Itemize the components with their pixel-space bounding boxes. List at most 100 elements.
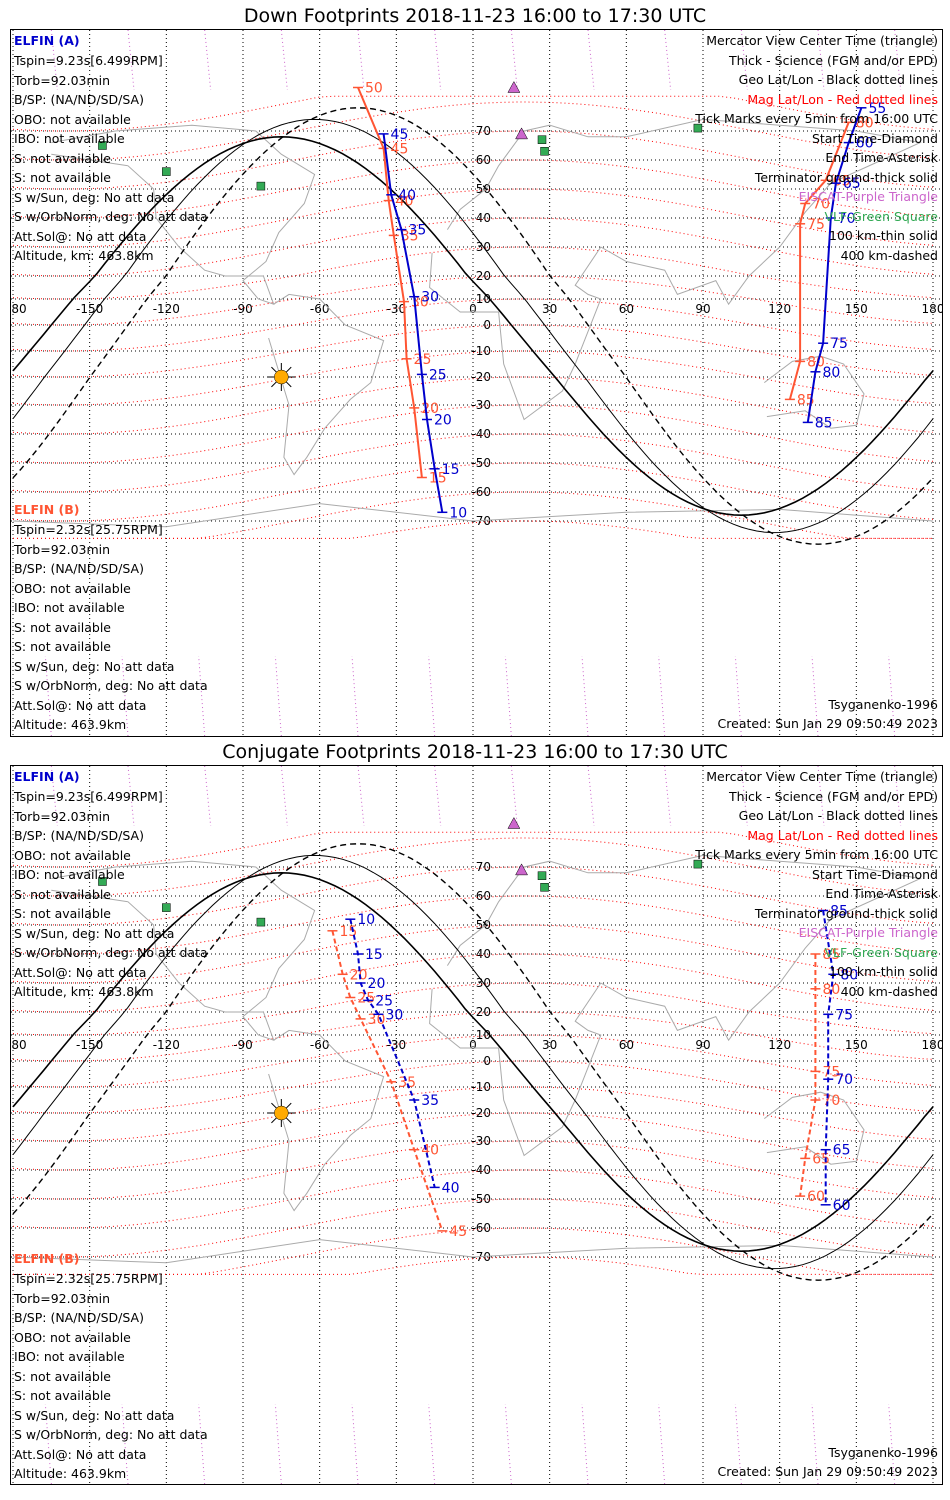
elfin-b-tick-label: 75 [822,1064,840,1080]
mag-parallel [12,953,934,1013]
mag-parallel [12,1198,934,1258]
vlf-square [98,877,107,886]
lat-tick-label: -60 [471,1221,491,1235]
vlf-square [693,123,703,133]
mag-meridian [734,1403,742,1484]
elfin-a-info-line: Torb=92.03min [14,808,111,824]
conjugate-footprints-panel: -180-150-120-90-60-300306090120150180706… [10,765,943,1485]
vlf-square [537,871,547,880]
lon-tick-label: 30 [542,1038,557,1052]
mag-parallel [12,350,934,406]
elfin-a-tick-label: 40 [442,1180,460,1196]
elfin-b-info-line: IBO: not available [14,600,125,615]
lon-tick-label: 180 [922,1038,942,1052]
mag-meridian [658,1403,666,1484]
elfin-b-info-line: Att.Sol@: No att data [14,697,147,713]
lon-tick-label: -180 [11,1038,27,1052]
elfin-a-tick-label: 65 [843,176,861,192]
mag-meridian [121,655,129,736]
elfin-b-info-line: B/SP: (NA/ND/SD/SA) [14,561,144,576]
elfin-b-tick-label: 45 [391,141,409,157]
elfin-a-tick-label: 45 [391,127,409,143]
legend-item: Terminator ground-thick solid [754,905,938,921]
mag-meridian [581,1403,589,1484]
elfin-a-info-line: S: not available [14,150,111,166]
elfin-a-info-line: Altitude, km: 463.8km [14,984,154,999]
vlf-square [537,135,547,144]
lon-tick-label: -120 [153,1038,180,1052]
legend-item: End Time-Asterisk [825,150,938,165]
elfin-b-track [357,87,423,478]
lat-tick-label: -40 [471,427,491,441]
mag-meridian [357,30,365,91]
mag-parallel [12,246,934,300]
lon-tick-label: 60 [619,1038,634,1052]
lat-tick-label: 60 [476,889,491,903]
continent-outline [763,1091,865,1165]
elfin-a-tick-label: 75 [830,336,848,352]
mag-meridian [811,1403,819,1484]
mag-parallel [12,1140,934,1200]
elfin-a-tick-label: 75 [835,1007,853,1023]
model-label: Tsyganenko-1996 [828,697,938,712]
lat-tick-label: -50 [471,1192,491,1206]
lon-tick-label: -90 [233,1038,253,1052]
mag-parallel [12,188,934,248]
mag-meridian [274,655,282,736]
sun-ray [271,1102,277,1109]
elfin-b-tick-label: 35 [401,228,419,244]
lat-tick-label: -30 [471,398,491,412]
elfin-a-track [382,133,444,513]
continent-outline [268,1029,385,1212]
elfin-b-info-line: S: not available [14,1388,111,1403]
sun-icon [274,1105,289,1121]
lat-tick-label: -10 [471,1080,491,1094]
mag-parallel [12,217,934,277]
continent-outline [429,854,922,1157]
elfin-a-info-line: Tspin=9.23s[6.499RPM] [14,789,163,804]
lat-tick-label: 0 [483,318,491,332]
elfin-a-tick-label: 20 [434,413,452,429]
elfin-b-info-line: Torb=92.03min [14,1290,111,1306]
lon-tick-label: -120 [153,302,180,316]
mag-meridian [204,30,212,91]
lat-tick-label: 70 [476,860,491,874]
lat-tick-label: 20 [476,1005,491,1019]
mag-parallel [12,982,934,1036]
elfin-b-info-line: S w/OrbNorm, deg: No att data [14,678,208,693]
continent-outline [763,355,865,429]
elfin-b-tick-label: 50 [365,81,383,97]
sun-icon [274,369,289,385]
legend-item: Terminator ground-thick solid [754,169,938,185]
mag-meridian [44,1403,52,1484]
mag-meridian [428,655,436,736]
legend-item: Geo Lat/Lon - Black dotted lines [738,72,938,87]
elfin-b-tick-label: 85 [822,947,840,963]
mag-parallel [12,376,934,435]
mag-parallel [12,1112,934,1171]
elfin-a-label: ELFIN (A) [14,769,80,784]
legend-item: Mercator View Center Time (triangle) [706,769,938,784]
vlf-square [540,147,549,156]
elfin-a-info-line: S w/Sun, deg: No att data [14,925,175,941]
elfin-b-info-line: Torb=92.03min [14,541,111,557]
continent-outline [268,293,385,476]
legend-item: 400 km-dashed [840,983,938,999]
elfin-b-tick-label: 40 [421,1143,439,1159]
mag-meridian [351,1403,359,1484]
terminator-line [12,135,934,517]
down-panel-title: Down Footprints 2018-11-23 16:00 to 17:3… [243,5,707,27]
elfin-a-info-line: S w/OrbNorm, deg: No att data [14,209,208,224]
created-label: Created: Sun Jan 29 09:50:49 2023 [717,716,938,731]
elfin-b-info-line: OBO: not available [14,580,131,596]
mag-meridian [274,1403,282,1484]
vlf-square [693,859,703,869]
elfin-a-info-line: Att.Sol@: No att data [14,964,147,980]
mag-meridian [734,655,742,736]
elfin-a-info-line: S: not available [14,906,111,921]
legend-item: Mag Lat/Lon - Red dotted lines [747,827,938,843]
mag-meridian [888,1403,896,1484]
elfin-b-info-line: S: not available [14,619,111,635]
legend-item: EISCAT-Purple Triangle [798,925,938,940]
elfin-b-tick-label: 75 [807,217,825,233]
